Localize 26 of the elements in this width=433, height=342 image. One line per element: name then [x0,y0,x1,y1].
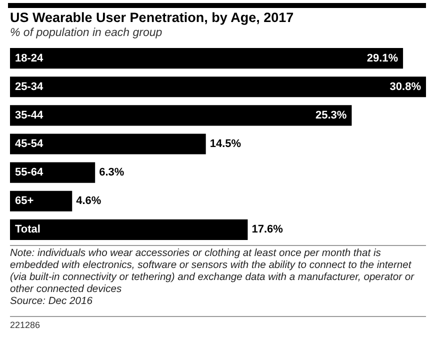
source-note: Source: Dec 2016 [10,296,94,308]
y-tick-label: Total [15,224,40,236]
y-tick-label: 65+ [15,195,34,208]
chart-subtitle: % of population in each group [10,27,162,39]
bar [10,134,206,154]
data-label: 6.3% [99,166,124,179]
data-label: 14.5% [210,138,242,150]
y-tick-label: 45-54 [15,138,44,150]
y-tick-label: 35-44 [15,109,44,122]
y-tick-label: 25-34 [15,80,44,93]
bar [10,190,72,212]
data-label: 17.6% [252,224,284,236]
bar [10,219,248,240]
text: 221286 [10,320,40,330]
bar [10,48,404,69]
data-label: 30.8% [390,80,422,93]
chart-title: US Wearable User Penetration, by Age, 2017 [10,10,294,25]
bar [10,162,96,183]
y-tick-label: 18-24 [15,52,44,64]
bar [10,76,426,98]
y-tick-label: 55-64 [15,166,44,179]
bar [10,105,352,126]
data-label: 4.6% [76,195,102,208]
text: Note: individuals who wear accessories or clothing at least once per month that is embedded with electronics, software or sensors with the ability to connect to the internet (via built-in connectivity or tethering) and exchange data with a manufacturer, operator or other connected devices [10,248,416,296]
data-label: 25.3% [316,109,347,122]
data-label: 29.1% [366,52,398,64]
